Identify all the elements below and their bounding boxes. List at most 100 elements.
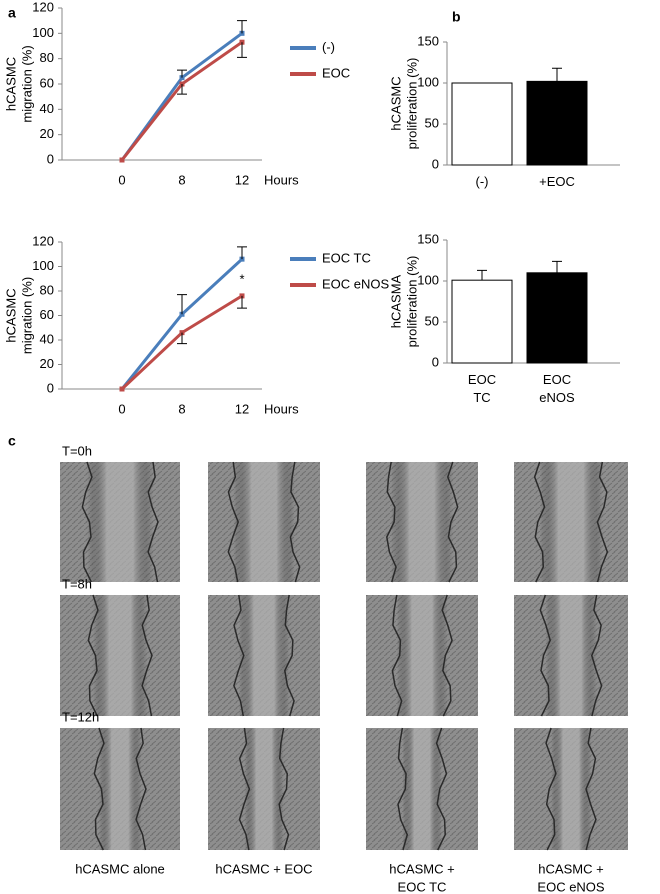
x-tick-label-box: EOC TC	[467, 372, 497, 405]
column-label: EOC eNOS	[537, 879, 605, 894]
wound-gap	[238, 595, 290, 716]
column-label: EOC TC	[398, 879, 447, 894]
wound-edge	[585, 727, 597, 851]
wound-gap	[87, 462, 153, 582]
wound-gap	[244, 728, 284, 850]
x-tick-label: +EOC	[539, 174, 575, 189]
wound-edge	[391, 594, 403, 717]
y-tick-label: 20	[40, 356, 54, 371]
wound-edge	[539, 594, 551, 717]
x-tick-label-box: (-)	[475, 174, 489, 189]
error-bar	[237, 246, 247, 260]
wound-edge	[227, 461, 239, 583]
error-bar	[552, 260, 562, 273]
wound-edge	[397, 727, 409, 851]
y-axis-label: migration (%)	[19, 45, 34, 122]
y-tick-label: 60	[40, 75, 54, 90]
x-tick-label: EOC TC	[467, 372, 497, 405]
y-axis-label: hCASMC	[3, 288, 18, 342]
y-axis-label: hCASMC	[3, 57, 18, 111]
legend-label: EOC eNOS	[322, 276, 390, 291]
wound-gap	[99, 728, 141, 850]
y-tick-label: 100	[417, 74, 439, 89]
bar	[451, 279, 513, 364]
panel-label: c	[8, 433, 16, 449]
wound-edge	[135, 727, 147, 851]
wound-edge	[147, 461, 159, 583]
y-tick-label: 0	[47, 380, 54, 395]
wound-gap	[233, 462, 295, 582]
error-bar	[237, 20, 247, 34]
y-tick-label: 150	[417, 33, 439, 48]
y-tick-label: 0	[432, 354, 439, 369]
wound-edge	[441, 594, 453, 717]
line	[120, 258, 244, 390]
error-bar	[177, 294, 187, 315]
wound-edge	[289, 461, 301, 583]
wound-edge	[447, 461, 459, 583]
wound-edge	[590, 594, 603, 717]
wound-gap	[545, 595, 597, 716]
wound-edge	[386, 461, 397, 583]
y-tick-label: 50	[425, 115, 439, 130]
wound-edge	[233, 594, 245, 717]
y-tick-label: 20	[40, 126, 54, 141]
legend-label: EOC TC	[322, 250, 371, 265]
wound-edge	[284, 594, 295, 717]
legend-label: EOC	[322, 65, 350, 80]
bar	[526, 272, 588, 364]
error-bar	[177, 332, 187, 345]
y-tick-label: 100	[417, 272, 439, 287]
y-tick-label: 120	[32, 233, 54, 248]
y-tick-label: 100	[32, 25, 54, 40]
error-bar	[552, 67, 562, 82]
bar	[451, 82, 513, 166]
x-axis-label: Hours	[264, 172, 299, 187]
y-tick-label: 150	[417, 231, 439, 246]
row-label: T=8h	[62, 576, 92, 591]
x-tick-label-box: +EOC	[539, 174, 575, 189]
wound-edge	[87, 594, 99, 717]
x-axis-label: Hours	[264, 401, 299, 416]
wound-gap	[93, 595, 147, 716]
legend-label: (-)	[322, 39, 335, 54]
wound-edge	[533, 461, 546, 583]
y-axis-label: migration (%)	[19, 277, 34, 354]
x-tick-label: 0	[118, 172, 125, 187]
x-tick-label-box: EOC eNOS	[539, 372, 575, 405]
x-tick-label: (-)	[475, 174, 489, 189]
y-tick-label: 40	[40, 331, 54, 346]
y-tick-label: 40	[40, 101, 54, 116]
wound-edge	[596, 461, 609, 583]
wound-edge	[238, 727, 251, 851]
column-label: hCASMC +	[389, 861, 454, 876]
wound-edge	[141, 594, 153, 717]
annotation: *	[239, 271, 244, 286]
wound-gap	[396, 595, 448, 716]
error-bar	[237, 295, 247, 309]
column-label: hCASMC alone	[75, 861, 165, 876]
wound-edge	[278, 727, 290, 851]
y-tick-label: 100	[32, 258, 54, 273]
y-axis-label: hCASMC	[388, 76, 403, 130]
y-tick-label: 0	[432, 156, 439, 171]
x-tick-label: EOC eNOS	[539, 372, 575, 405]
line	[120, 32, 243, 161]
y-tick-label: 80	[40, 282, 54, 297]
y-axis-label: hCASMA	[388, 274, 403, 328]
wound-gap	[539, 462, 603, 582]
y-tick-label: 80	[40, 50, 54, 65]
row-label: T=0h	[62, 443, 92, 458]
line	[120, 40, 243, 161]
wound-edge	[435, 727, 448, 851]
y-tick-label: 50	[425, 313, 439, 328]
y-tick-label: 0	[47, 151, 54, 166]
wound-gap	[402, 728, 442, 850]
error-bar	[237, 42, 247, 58]
wound-gap	[391, 462, 453, 582]
point	[119, 386, 125, 392]
error-bar	[177, 69, 187, 78]
column-label: hCASMC +	[538, 861, 603, 876]
column-label: hCASMC + EOC	[215, 861, 312, 876]
